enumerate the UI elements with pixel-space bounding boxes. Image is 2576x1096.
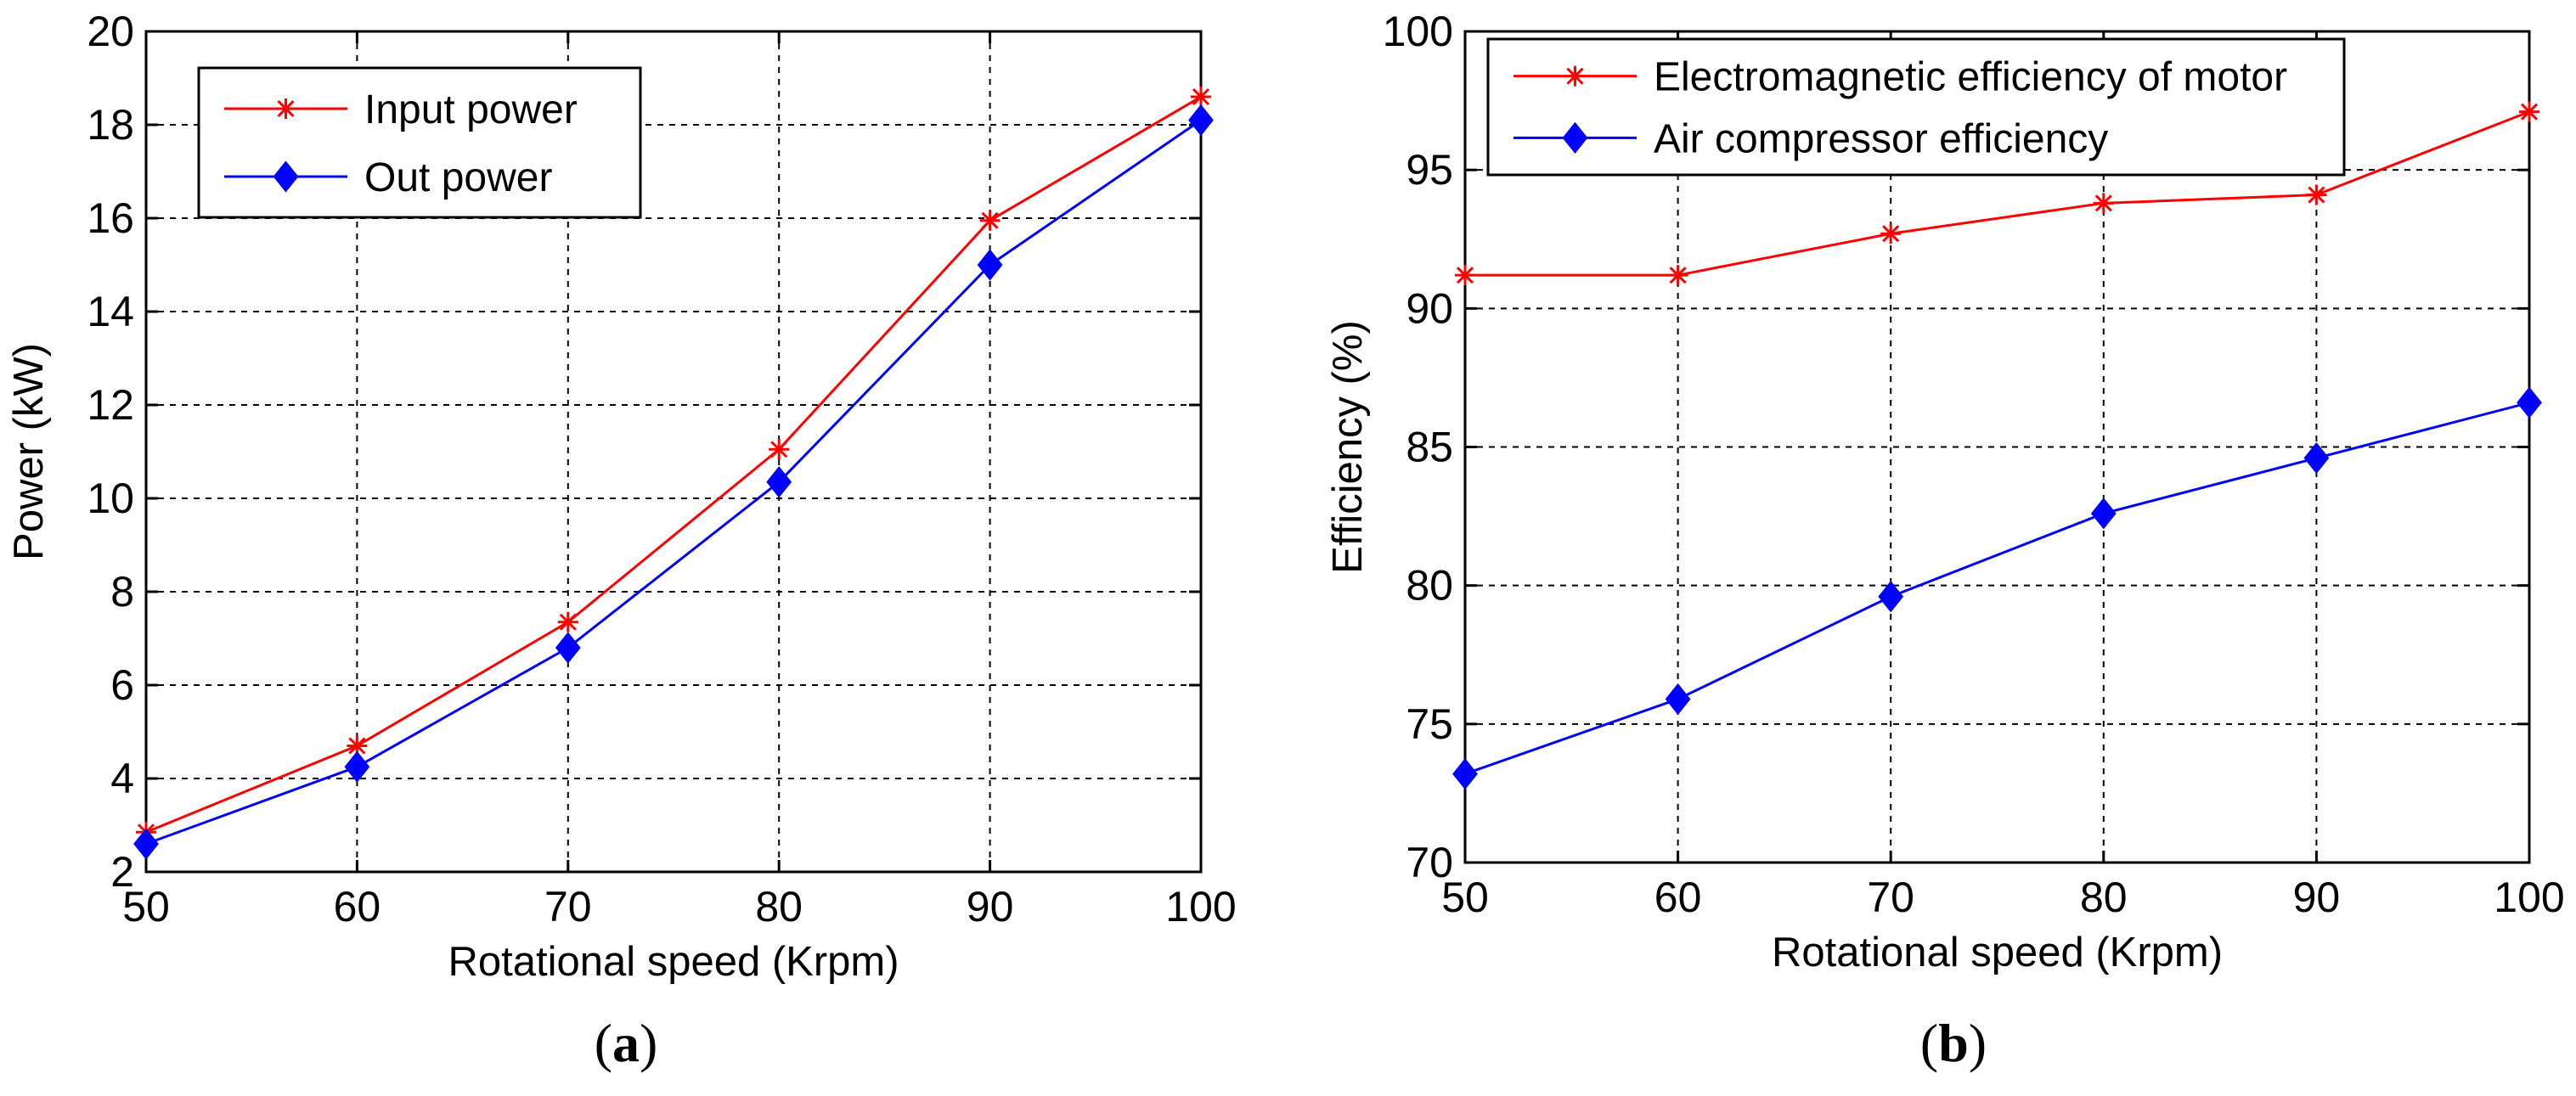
caption-close-paren: ) bbox=[640, 1013, 657, 1073]
data-point-0-3 bbox=[2093, 193, 2114, 214]
x-tick-label: 70 bbox=[1867, 874, 1914, 921]
data-point-0-1 bbox=[1667, 265, 1688, 286]
data-point-0-2 bbox=[1880, 223, 1902, 244]
legend-marker-1 bbox=[1562, 121, 1588, 154]
x-tick-label: 100 bbox=[2494, 874, 2564, 921]
x-axis-label: Rotational speed (Krpm) bbox=[1772, 930, 2223, 975]
data-point-1-0 bbox=[133, 828, 159, 860]
data-point-0-2 bbox=[557, 611, 578, 632]
y-axis-label: Power (kW) bbox=[6, 343, 52, 560]
y-tick-label: 20 bbox=[87, 8, 134, 55]
data-point-0-4 bbox=[979, 210, 1001, 231]
chart-b: 50 60 70 80 90 100 70 75 80 85 90 95 100 Rotational s… bbox=[1325, 8, 2565, 1073]
legend-label-1: Out power bbox=[364, 155, 552, 200]
data-point-0-1 bbox=[347, 735, 368, 756]
data-point-1-1 bbox=[1665, 683, 1691, 716]
data-point-0-3 bbox=[769, 439, 790, 460]
y-tick-label: 90 bbox=[1406, 284, 1453, 332]
data-point-0-5 bbox=[1191, 87, 1211, 107]
data-point-1-4 bbox=[2303, 441, 2330, 475]
series-line-0 bbox=[145, 95, 1202, 834]
y-tick-label: 80 bbox=[1406, 562, 1453, 610]
data-point-0-4 bbox=[2306, 184, 2327, 205]
y-tick-label: 14 bbox=[87, 288, 134, 335]
data-point-1-4 bbox=[977, 249, 1003, 281]
y-tick-label: 95 bbox=[1406, 146, 1453, 194]
series-line-1 bbox=[145, 119, 1202, 846]
caption-open-paren: ( bbox=[595, 1013, 612, 1073]
legend-marker-0 bbox=[275, 98, 296, 119]
y-tick-label: 4 bbox=[110, 755, 134, 802]
data-point-1-2 bbox=[555, 632, 581, 664]
x-tick-label: 60 bbox=[334, 883, 381, 930]
legend-box bbox=[197, 66, 642, 219]
legend-marker-1 bbox=[273, 160, 299, 193]
y-tick-label: 10 bbox=[87, 475, 134, 522]
y-tick-label: 100 bbox=[1383, 8, 1453, 55]
y-tick-label: 12 bbox=[87, 381, 134, 429]
y-tick-label: 18 bbox=[87, 101, 134, 149]
y-tick-label: 70 bbox=[1406, 839, 1453, 886]
y-tick-label: 8 bbox=[110, 568, 134, 615]
y-tick-label: 2 bbox=[110, 848, 134, 896]
panel-caption: (a) bbox=[595, 1013, 658, 1073]
x-tick-label: 100 bbox=[1165, 883, 1236, 930]
x-axis-label: Rotational speed (Krpm) bbox=[448, 939, 899, 985]
axes-frame bbox=[144, 30, 1203, 874]
caption-letter: a bbox=[612, 1013, 640, 1073]
caption-letter: b bbox=[1938, 1013, 1969, 1073]
x-tick-label: 90 bbox=[2293, 874, 2341, 921]
y-tick-label: 6 bbox=[110, 661, 134, 709]
data-point-1-5 bbox=[2517, 386, 2542, 419]
panel-caption: (b) bbox=[1920, 1013, 1987, 1073]
legend: Electromagnetic efficiency of motor Air c… bbox=[1486, 37, 2346, 177]
x-tick-label: 90 bbox=[967, 883, 1014, 930]
caption-close-paren: ) bbox=[1969, 1013, 1987, 1073]
data-point-1-5 bbox=[1188, 104, 1214, 137]
x-tick-label: 50 bbox=[122, 883, 170, 930]
data-point-0-5 bbox=[2519, 101, 2539, 122]
data-point-1-3 bbox=[2090, 497, 2117, 530]
x-tick-label: 80 bbox=[2080, 874, 2128, 921]
chart-a: 50 60 70 80 90 100 2 4 6 8 10 12 14 16 18 20 Rotational … bbox=[6, 8, 1237, 1073]
data-point-0-0 bbox=[1455, 265, 1475, 286]
data-point-1-3 bbox=[766, 466, 792, 498]
y-tick-label: 75 bbox=[1406, 700, 1453, 748]
x-tick-label: 50 bbox=[1441, 874, 1489, 921]
caption-open-paren: ( bbox=[1920, 1013, 1938, 1073]
data-point-1-1 bbox=[344, 750, 370, 783]
y-tick-label: 85 bbox=[1406, 424, 1453, 471]
y-tick-label: 16 bbox=[87, 194, 134, 242]
legend-marker-0 bbox=[1564, 65, 1586, 87]
legend-label-0: Input power bbox=[364, 87, 578, 132]
data-point-1-2 bbox=[1878, 581, 1904, 613]
data-point-1-0 bbox=[1452, 757, 1478, 790]
x-tick-label: 70 bbox=[544, 883, 592, 930]
x-tick-label: 80 bbox=[755, 883, 803, 930]
legend-label-1: Air compressor efficiency bbox=[1654, 116, 2108, 161]
legend: Input power Out power bbox=[197, 66, 642, 219]
series-line-1 bbox=[1464, 401, 2530, 775]
y-axis-label: Efficiency (%) bbox=[1325, 320, 1371, 574]
series-line-0 bbox=[1465, 110, 2530, 277]
legend-box bbox=[1486, 37, 2346, 177]
legend-label-0: Electromagnetic efficiency of motor bbox=[1654, 55, 2287, 100]
x-tick-label: 60 bbox=[1654, 874, 1702, 921]
